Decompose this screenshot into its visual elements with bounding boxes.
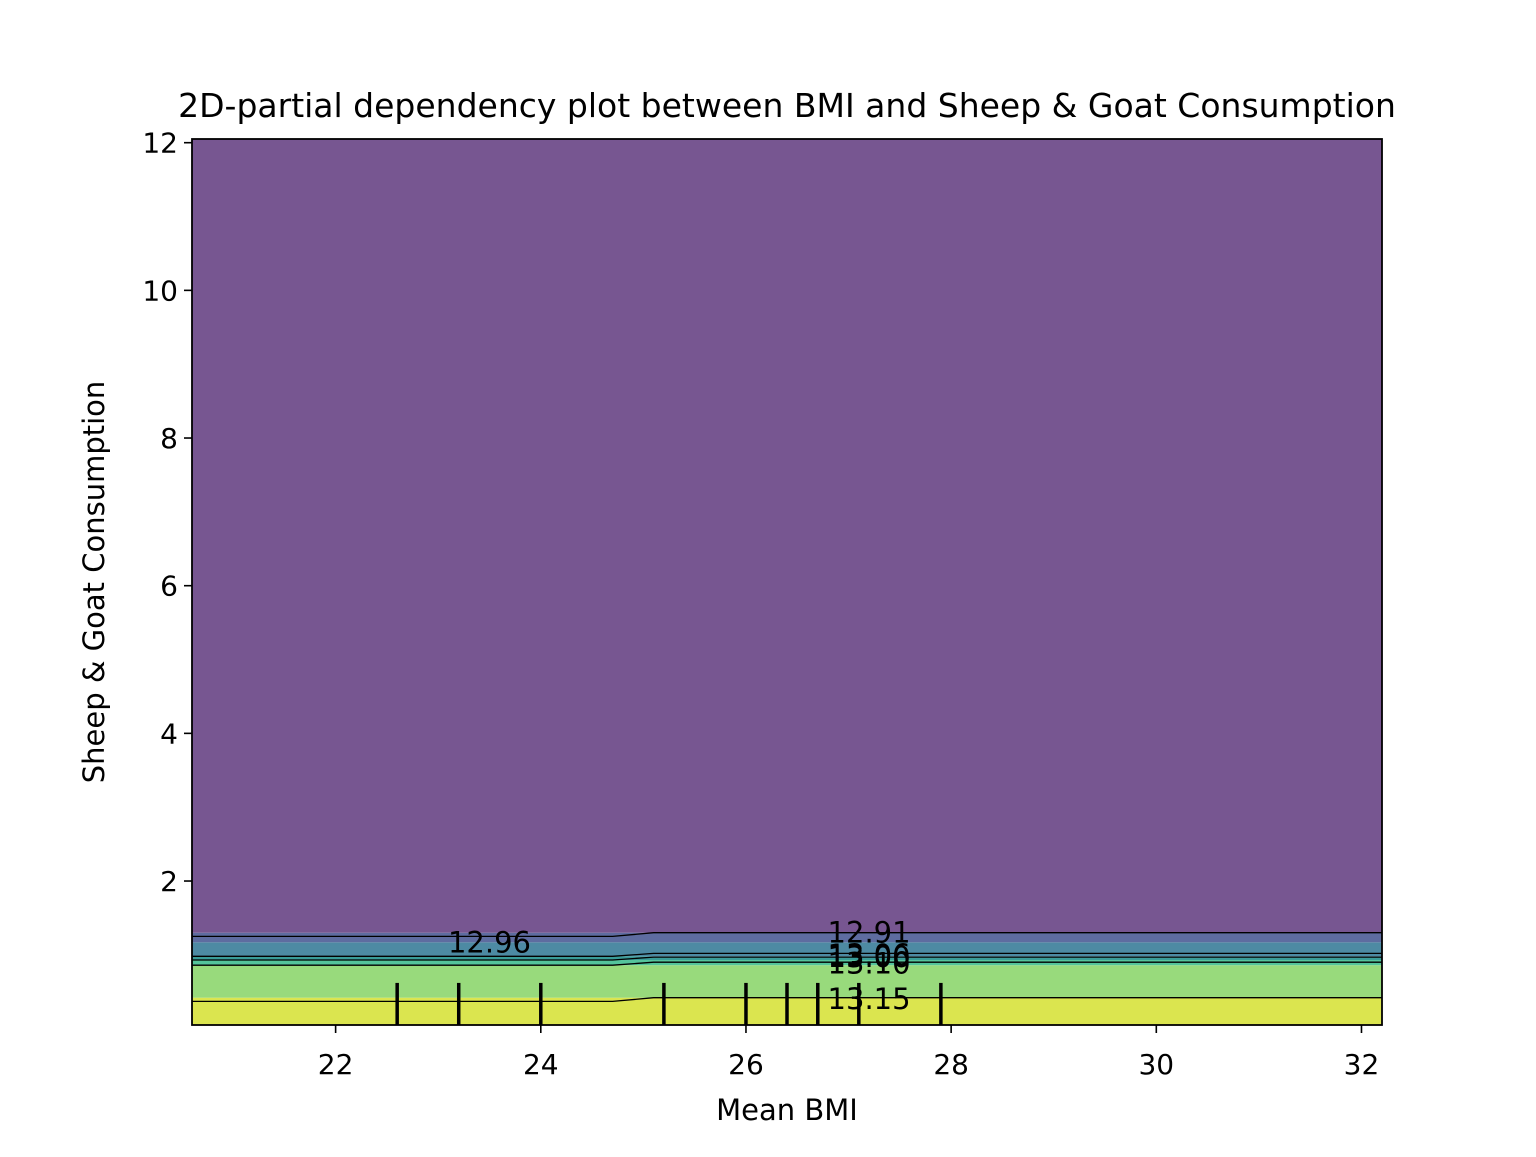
rug-marks — [395, 982, 943, 1025]
y-tick-label-2: 6 — [160, 570, 178, 603]
contour-label-0: 12.96 — [448, 925, 531, 959]
x-tick-label-1: 24 — [523, 1048, 559, 1081]
plot-area — [192, 139, 1382, 1025]
contour-line-1 — [192, 952, 1382, 957]
contour-line-2 — [192, 956, 1382, 961]
y-tick-label-3: 8 — [160, 422, 178, 455]
contour-label-1: 12.91 — [828, 916, 911, 950]
chart-title: 2D-partial dependency plot between BMI a… — [178, 86, 1396, 125]
x-tick-label-4: 30 — [1138, 1048, 1174, 1081]
contour-band-5 — [192, 932, 1382, 943]
contour-lines — [192, 932, 1382, 1003]
contour-line-4 — [192, 997, 1382, 1003]
x-tick-label-5: 32 — [1344, 1048, 1380, 1081]
x-axis-label: Mean BMI — [716, 1093, 858, 1127]
contour-line-3 — [192, 961, 1382, 966]
contour-label-5: 13.15 — [828, 982, 911, 1016]
contour-band-3 — [192, 956, 1382, 961]
x-tick-label-2: 26 — [728, 1048, 764, 1081]
contour-line-0 — [192, 932, 1382, 938]
y-axis-label: Sheep & Goat Consumption — [77, 381, 111, 784]
y-tick-label-4: 10 — [142, 274, 178, 307]
x-tick-label-3: 28 — [933, 1048, 969, 1081]
plot-frame — [191, 138, 1383, 1026]
y-tick-label-1: 4 — [160, 717, 178, 750]
contour-band-4 — [192, 942, 1382, 957]
x-tick-label-0: 22 — [318, 1048, 354, 1081]
y-tick-label-5: 12 — [142, 127, 178, 160]
contour-label-3: 13.00 — [828, 940, 911, 974]
y-tick-label-0: 2 — [160, 865, 178, 898]
contour-label-4: 13.10 — [828, 947, 911, 981]
contour-band-6 — [192, 139, 1382, 933]
contour-label-2: 13.06 — [828, 938, 911, 972]
